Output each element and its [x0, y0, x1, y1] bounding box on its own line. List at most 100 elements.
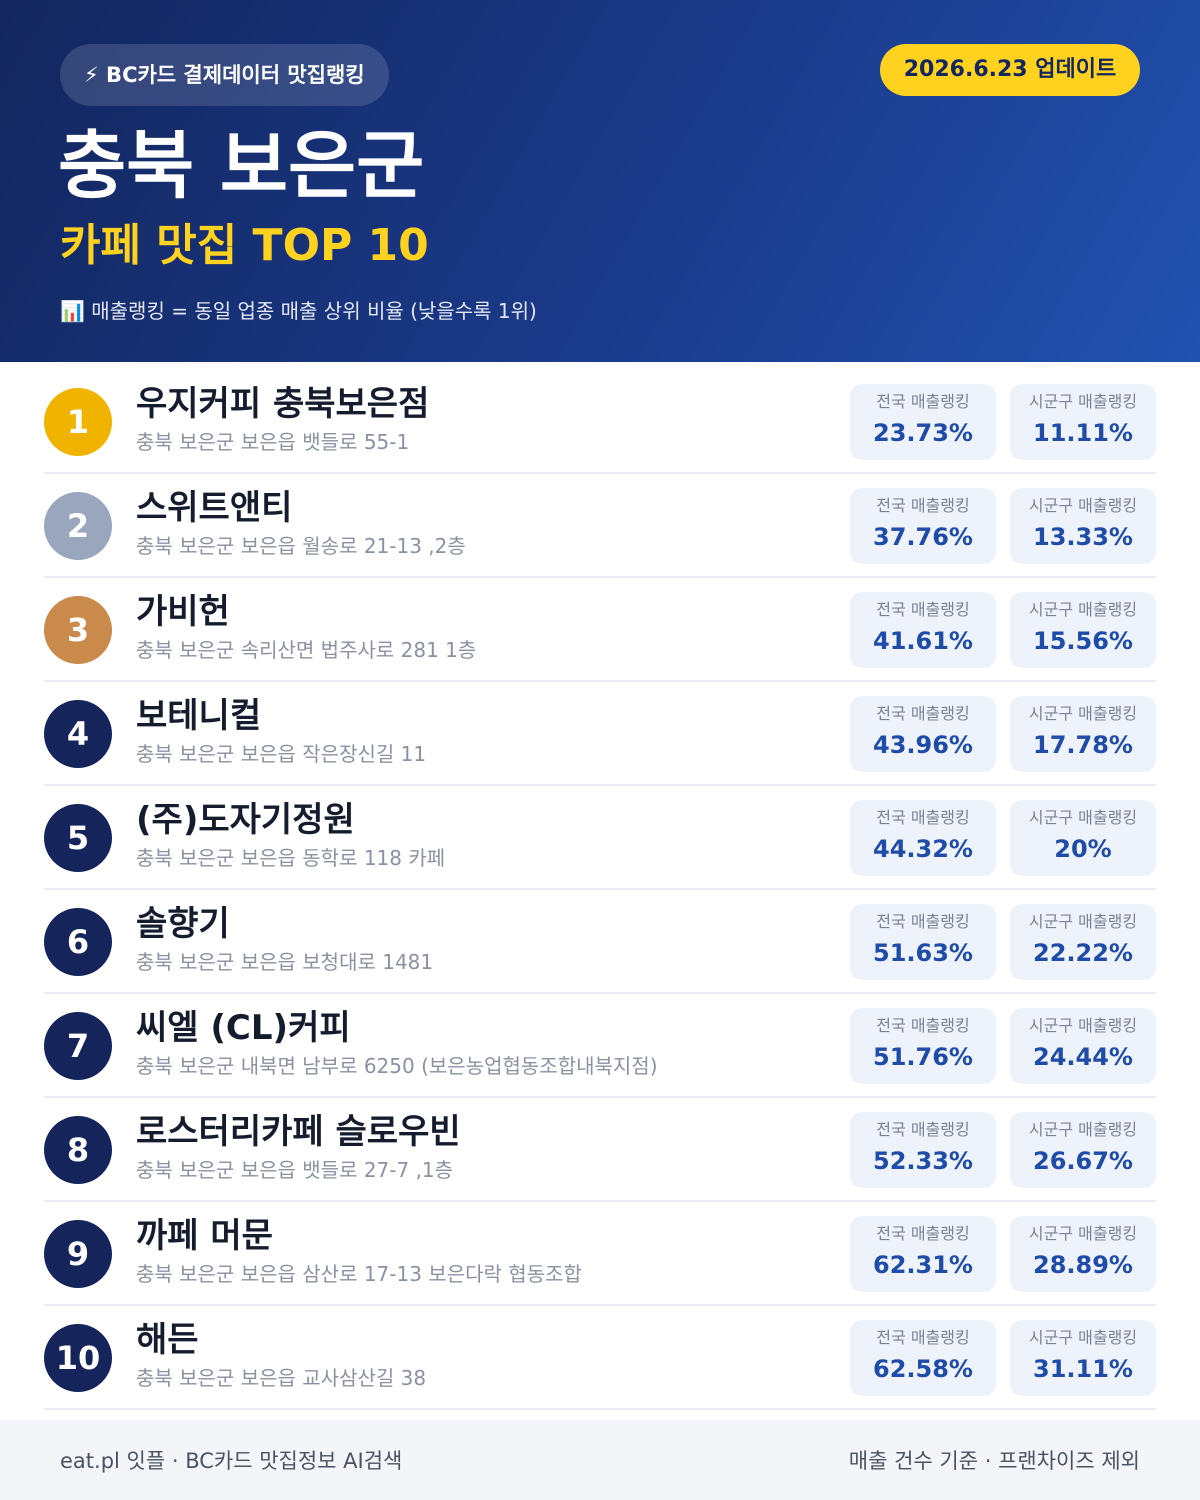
title: 충북 보은군 [58, 123, 425, 209]
local-rank-box: 시군구 매출랭킹 24.44% [1010, 1008, 1156, 1084]
national-rank-box: 전국 매출랭킹 23.73% [850, 384, 996, 460]
badge: ⚡ BC카드 결제데이터 맛집랭킹 [60, 44, 389, 106]
ranking-row: 2 스위트앤티 충북 보은군 보은읍 월송로 21-13 ,2층 전국 매출랭킹 37.… [44, 474, 1156, 578]
local-rank-value: 22.22% [1033, 939, 1133, 967]
local-rank-label: 시군구 매출랭킹 [1028, 1328, 1138, 1347]
store-name: 가비헌 [136, 592, 230, 632]
national-rank-box: 전국 매출랭킹 52.33% [850, 1112, 996, 1188]
local-rank-box: 시군구 매출랭킹 22.22% [1010, 904, 1156, 980]
national-rank-label: 전국 매출랭킹 [876, 1328, 970, 1347]
store-address: 충북 보은군 속리산면 법주사로 281 1층 [136, 638, 477, 662]
national-rank-value: 37.76% [873, 523, 973, 551]
national-rank-box: 전국 매출랭킹 37.76% [850, 488, 996, 564]
local-rank-label: 시군구 매출랭킹 [1028, 496, 1138, 515]
header: ⚡ BC카드 결제데이터 맛집랭킹 2026.6.23 업데이트 충북 보은군 … [0, 0, 1200, 362]
rank-badge: 3 [44, 596, 112, 664]
store-address: 충북 보은군 보은읍 뱃들로 27-7 ,1층 [136, 1158, 454, 1182]
national-rank-value: 43.96% [873, 731, 973, 759]
national-rank-label: 전국 매출랭킹 [876, 1016, 970, 1035]
local-rank-value: 13.33% [1033, 523, 1133, 551]
national-rank-label: 전국 매출랭킹 [876, 392, 970, 411]
footer-right: 매출 건수 기준 · 프랜차이즈 제외 [848, 1449, 1140, 1473]
rank-badge: 5 [44, 804, 112, 872]
store-name: 해든 [136, 1320, 199, 1360]
note: 📊 매출랭킹 = 동일 업종 매출 상위 비율 (낮을수록 1위) [60, 299, 537, 323]
rank-badge: 10 [44, 1324, 112, 1392]
local-rank-box: 시군구 매출랭킹 28.89% [1010, 1216, 1156, 1292]
national-rank-value: 51.63% [873, 939, 973, 967]
local-rank-box: 시군구 매출랭킹 20% [1010, 800, 1156, 876]
local-rank-value: 17.78% [1033, 731, 1133, 759]
national-rank-value: 41.61% [873, 627, 973, 655]
local-rank-label: 시군구 매출랭킹 [1028, 704, 1138, 723]
store-address: 충북 보은군 보은읍 보청대로 1481 [136, 950, 434, 974]
local-rank-label: 시군구 매출랭킹 [1028, 1120, 1138, 1139]
local-rank-value: 31.11% [1033, 1355, 1133, 1383]
local-rank-value: 11.11% [1033, 419, 1133, 447]
national-rank-value: 62.31% [873, 1251, 973, 1279]
local-rank-label: 시군구 매출랭킹 [1028, 1224, 1138, 1243]
national-rank-label: 전국 매출랭킹 [876, 600, 970, 619]
local-rank-value: 20% [1054, 835, 1112, 863]
rank-badge: 6 [44, 908, 112, 976]
store-name: 스위트앤티 [136, 488, 293, 528]
rank-badge: 8 [44, 1116, 112, 1184]
national-rank-box: 전국 매출랭킹 62.58% [850, 1320, 996, 1396]
national-rank-box: 전국 매출랭킹 62.31% [850, 1216, 996, 1292]
rank-badge: 9 [44, 1220, 112, 1288]
local-rank-box: 시군구 매출랭킹 26.67% [1010, 1112, 1156, 1188]
store-address: 충북 보은군 보은읍 작은장신길 11 [136, 742, 427, 766]
national-rank-box: 전국 매출랭킹 43.96% [850, 696, 996, 772]
national-rank-label: 전국 매출랭킹 [876, 808, 970, 827]
rank-badge: 7 [44, 1012, 112, 1080]
national-rank-box: 전국 매출랭킹 41.61% [850, 592, 996, 668]
local-rank-box: 시군구 매출랭킹 17.78% [1010, 696, 1156, 772]
store-name: 씨엘 (CL)커피 [136, 1008, 351, 1048]
footer: eat.pl 잇플 · BC카드 맛집정보 AI검색 매출 건수 기준 · 프랜… [0, 1420, 1200, 1500]
update-pill: 2026.6.23 업데이트 [880, 44, 1140, 96]
national-rank-label: 전국 매출랭킹 [876, 496, 970, 515]
store-address: 충북 보은군 보은읍 동학로 118 카페 [136, 846, 446, 870]
local-rank-value: 15.56% [1033, 627, 1133, 655]
store-address: 충북 보은군 보은읍 뱃들로 55-1 [136, 430, 410, 454]
local-rank-label: 시군구 매출랭킹 [1028, 1016, 1138, 1035]
national-rank-value: 52.33% [873, 1147, 973, 1175]
local-rank-label: 시군구 매출랭킹 [1028, 912, 1138, 931]
local-rank-label: 시군구 매출랭킹 [1028, 600, 1138, 619]
store-address: 충북 보은군 보은읍 삼산로 17-13 보은다락 협동조합 [136, 1262, 582, 1286]
store-name: 보테니컬 [136, 696, 262, 736]
store-address: 충북 보은군 보은읍 월송로 21-13 ,2층 [136, 534, 466, 558]
store-address: 충북 보은군 내북면 남부로 6250 (보은농업협동조합내북지점) [136, 1054, 658, 1078]
store-address: 충북 보은군 보은읍 교사삼산길 38 [136, 1366, 427, 1390]
national-rank-label: 전국 매출랭킹 [876, 1120, 970, 1139]
local-rank-box: 시군구 매출랭킹 15.56% [1010, 592, 1156, 668]
local-rank-value: 26.67% [1033, 1147, 1133, 1175]
local-rank-box: 시군구 매출랭킹 13.33% [1010, 488, 1156, 564]
ranking-row: 5 (주)도자기정원 충북 보은군 보은읍 동학로 118 카페 전국 매출랭킹 44.… [44, 786, 1156, 890]
local-rank-label: 시군구 매출랭킹 [1028, 808, 1138, 827]
national-rank-label: 전국 매출랭킹 [876, 1224, 970, 1243]
national-rank-value: 44.32% [873, 835, 973, 863]
national-rank-box: 전국 매출랭킹 51.76% [850, 1008, 996, 1084]
ranking-row: 10 해든 충북 보은군 보은읍 교사삼산길 38 전국 매출랭킹 62.58% 시군구 … [44, 1306, 1156, 1410]
store-name: 솔향기 [136, 904, 230, 944]
national-rank-box: 전국 매출랭킹 44.32% [850, 800, 996, 876]
national-rank-label: 전국 매출랭킹 [876, 704, 970, 723]
subtitle: 카페 맛집 TOP 10 [60, 220, 429, 271]
store-name: 로스터리카페 슬로우빈 [136, 1112, 461, 1152]
rank-badge: 4 [44, 700, 112, 768]
local-rank-value: 24.44% [1033, 1043, 1133, 1071]
local-rank-box: 시군구 매출랭킹 31.11% [1010, 1320, 1156, 1396]
ranking-row: 1 우지커피 충북보은점 충북 보은군 보은읍 뱃들로 55-1 전국 매출랭킹 23.… [44, 370, 1156, 474]
national-rank-label: 전국 매출랭킹 [876, 912, 970, 931]
footer-left: eat.pl 잇플 · BC카드 맛집정보 AI검색 [60, 1449, 403, 1473]
store-name: 까페 머문 [136, 1216, 273, 1256]
rank-badge: 1 [44, 388, 112, 456]
